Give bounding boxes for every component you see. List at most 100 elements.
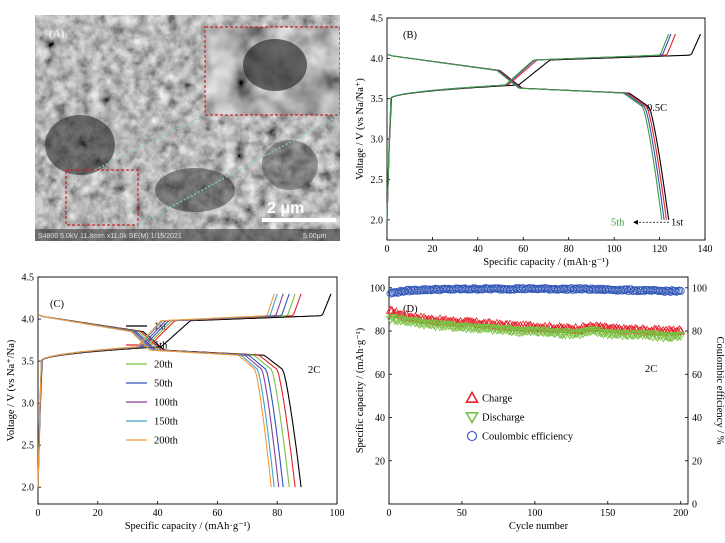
chart-c: 0 20 40 60 80 100 2.0 2.5 3.0 3.5 4.0 4.5 Specific c… <box>6 273 345 533</box>
panel-label: (B) <box>403 30 418 41</box>
y-tick-label: 2.5 <box>22 441 35 452</box>
discharge-point <box>471 324 482 333</box>
discharge-point <box>572 330 582 339</box>
y-axis-label: Specific capacity / (mAh·g⁻¹) <box>355 327 366 453</box>
x-tick-label: 50 <box>457 508 467 519</box>
plot-frame <box>37 276 338 505</box>
y2-tick-label: 20 <box>692 456 702 467</box>
y-tick-label: 40 <box>375 413 385 424</box>
discharge-point <box>673 333 683 342</box>
y2-tick-label: 80 <box>692 327 702 338</box>
x-tick-label: 0 <box>387 508 392 519</box>
discharge-point <box>451 324 461 333</box>
legend-label: Discharge <box>482 413 525 424</box>
y-tick-label: 3.5 <box>371 94 384 105</box>
x-tick-label: 80 <box>564 244 574 255</box>
x-tick-label: 100 <box>330 508 345 519</box>
y-tick-label: 2.5 <box>371 175 384 186</box>
legend-label: 150th <box>154 417 179 428</box>
discharge-point <box>620 331 630 340</box>
discharge-point <box>482 325 492 334</box>
legend-marker <box>465 390 479 403</box>
chart-d-panel: 0 50 100 150 200 20 40 60 80 100 0 20 40 60 80 100 Cycle… <box>355 272 725 538</box>
x-tick-label: 40 <box>473 244 483 255</box>
discharge-point <box>514 329 524 338</box>
annotation-5th: 5th <box>611 218 625 229</box>
sem-info-bar: S4800 5.0kV 11.8mm x11.0k SE(M) 1/15/202… <box>38 233 182 240</box>
x-tick-label: 0 <box>385 244 390 255</box>
legend-label: Coulombic efficiency <box>482 432 574 443</box>
x-tick-label: 0 <box>36 508 41 519</box>
discharge-point <box>518 327 528 337</box>
discharge-point <box>676 332 686 341</box>
charge-curve <box>386 33 672 220</box>
y-tick-label: 3.5 <box>22 357 35 368</box>
annotation-1st: 1st <box>671 218 683 229</box>
sem-micrograph-panel: (A) 2 μm S4800 5.0kV 11.8mm x11.0k SE(M)… <box>35 15 341 241</box>
discharge-curve <box>386 53 670 220</box>
discharge-point <box>543 329 553 338</box>
legend-label: 100th <box>154 398 179 409</box>
arrow-head <box>633 219 638 225</box>
legend-marker <box>466 430 478 442</box>
chart-b-panel: 0 20 40 60 80 100 120 140 2.0 2.5 3.0 3.5 4.0 4.5 Spec… <box>355 8 725 273</box>
x-axis-label: Specific capacity / (mAh·g⁻¹) <box>125 521 251 532</box>
discharge-point <box>495 326 505 335</box>
x-tick-label: 60 <box>518 244 528 255</box>
rate-label: 2C <box>645 364 657 375</box>
x-tick-label: 20 <box>427 244 437 255</box>
discharge-point <box>661 332 671 341</box>
discharge-point <box>588 326 598 335</box>
x-tick-label: 120 <box>652 244 667 255</box>
discharge-point <box>639 330 649 339</box>
y2-tick-label: 0 <box>692 500 697 511</box>
plot-frame <box>386 17 706 241</box>
y-tick-label: 3.0 <box>22 399 35 410</box>
scale-bar-label: 2 μm <box>267 200 304 217</box>
y-axis-label: Voltage / V (vs Na/Na⁺) <box>355 78 366 180</box>
ce-point <box>670 286 679 295</box>
sem-image: (A) 2 μm S4800 5.0kV 11.8mm x11.0k SE(M)… <box>35 15 341 241</box>
legend-label: 200th <box>154 436 179 447</box>
y2-axis-label: Coulombic efficiency / % <box>714 337 725 445</box>
chart-b: 0 20 40 60 80 100 120 140 2.0 2.5 3.0 3.5 4.0 4.5 Spec… <box>355 14 713 269</box>
y-tick-label: 4.5 <box>22 273 35 284</box>
rate-label: 0.5C <box>647 103 667 114</box>
discharge-point <box>624 329 635 338</box>
y2-tick-label: 60 <box>692 370 702 381</box>
y-tick-label: 80 <box>375 327 385 338</box>
x-tick-label: 100 <box>527 508 542 519</box>
y-tick-label: 60 <box>375 370 385 381</box>
discharge-point <box>581 328 591 337</box>
discharge-point <box>674 331 684 341</box>
chart-d: 0 50 100 150 200 20 40 60 80 100 0 20 40 60 80 100 Cycle… <box>355 276 725 532</box>
scale-bar <box>262 218 336 222</box>
plot-frame <box>388 276 689 505</box>
x-axis-label: Specific capacity / (mAh·g⁻¹) <box>483 257 609 268</box>
rate-label: 2C <box>308 365 320 376</box>
legend-label: Charge <box>482 394 512 405</box>
y-tick-label: 4.0 <box>371 54 384 65</box>
discharge-curve <box>386 53 663 220</box>
panel-label: (C) <box>50 299 65 310</box>
legend-label: 20th <box>154 360 173 371</box>
discharge-point <box>611 330 622 339</box>
discharge-point <box>444 321 454 331</box>
discharge-point <box>530 326 540 335</box>
charge-curve <box>37 293 275 488</box>
discharge-point <box>505 326 515 336</box>
y2-tick-label: 100 <box>692 283 707 294</box>
ce-point <box>568 285 577 294</box>
charge-point <box>465 317 476 326</box>
discharge-point <box>511 328 521 337</box>
legend-marker <box>465 412 479 425</box>
discharge-point <box>435 323 445 332</box>
discharge-point <box>659 332 670 341</box>
x-tick-label: 140 <box>698 244 713 255</box>
ce-point <box>389 288 398 297</box>
x-tick-label: 20 <box>93 508 103 519</box>
x-tick-label: 150 <box>600 508 615 519</box>
y-tick-label: 100 <box>370 283 385 294</box>
panel-a-label: (A) <box>49 28 65 40</box>
discharge-point <box>525 328 536 337</box>
